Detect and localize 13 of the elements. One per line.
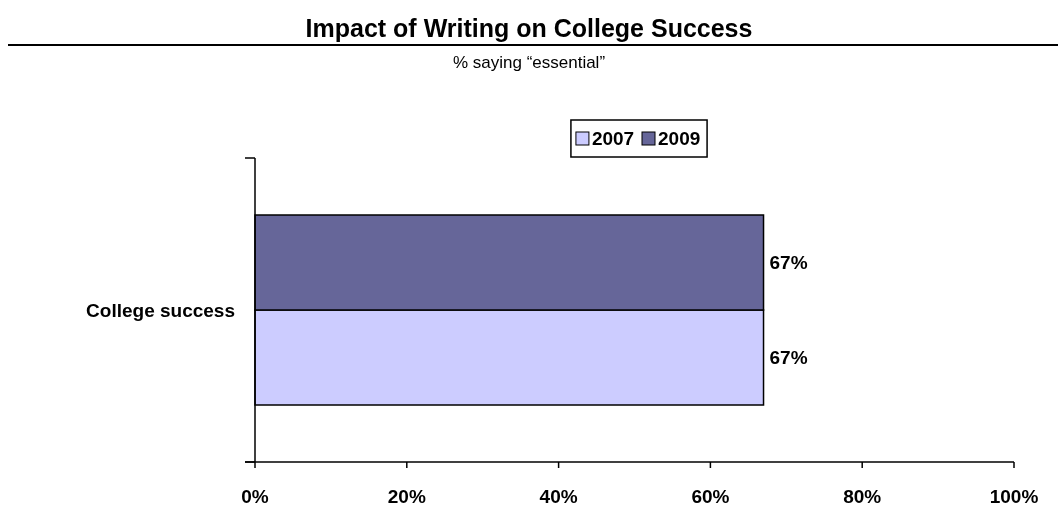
data-label: 67% bbox=[769, 252, 808, 273]
x-tick-label: 100% bbox=[989, 486, 1039, 507]
chart-title: Impact of Writing on College Success bbox=[305, 14, 753, 42]
y-tick-label: College success bbox=[86, 299, 235, 321]
x-tick-label: 40% bbox=[539, 486, 578, 507]
chart-subtitle: % saying “essential” bbox=[452, 53, 606, 72]
data-label: 67% bbox=[769, 347, 808, 368]
x-tick-label: 0% bbox=[241, 486, 269, 507]
x-tick-label: 80% bbox=[843, 486, 882, 507]
legend-label: 2007 bbox=[591, 128, 635, 149]
x-tick-label: 20% bbox=[387, 486, 426, 507]
legend-label: 2009 bbox=[658, 128, 701, 149]
x-tick-label: 60% bbox=[691, 486, 730, 507]
